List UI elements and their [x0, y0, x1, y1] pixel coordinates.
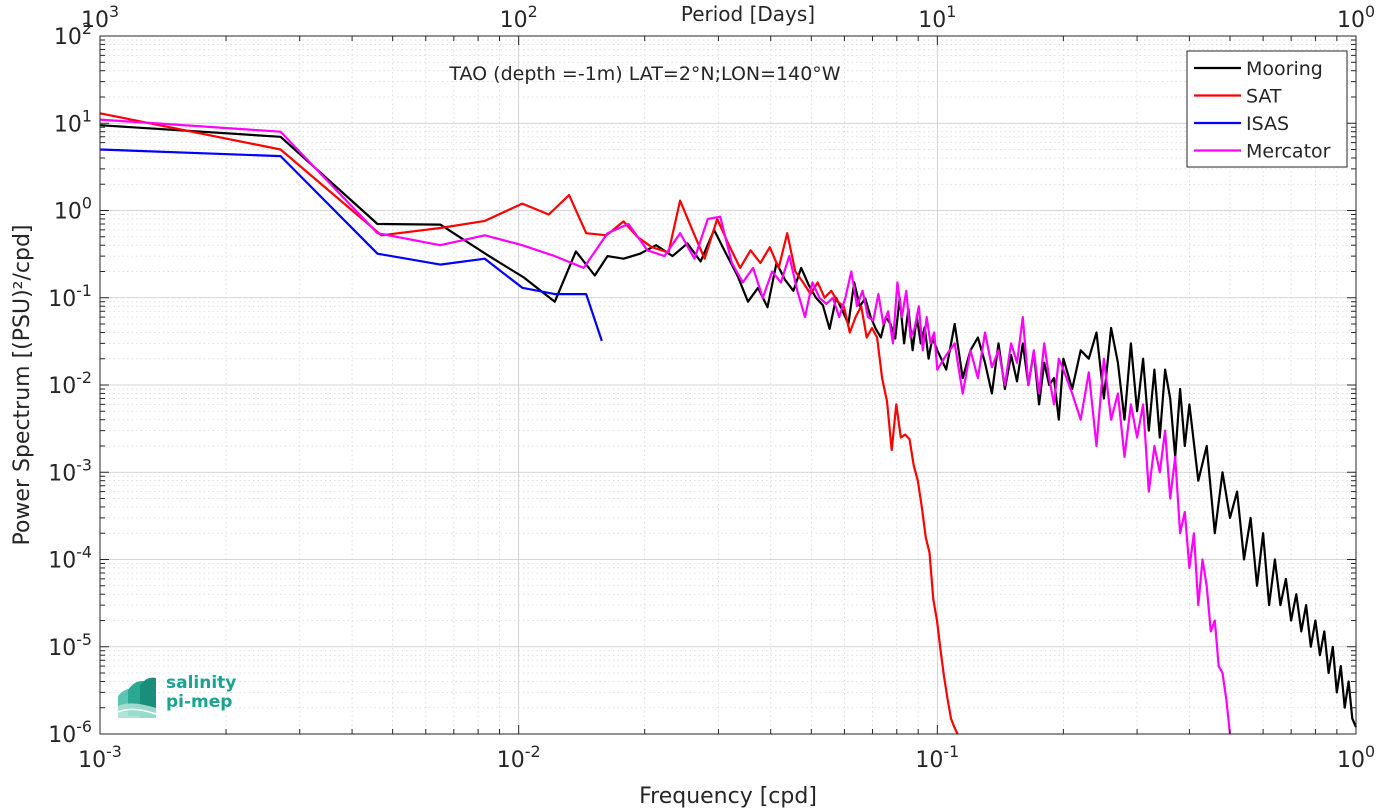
y-tick-label: 101: [54, 106, 92, 137]
top-tick-label: 101: [918, 2, 956, 33]
legend-label-mooring: Mooring: [1246, 58, 1323, 80]
top-tick-label: 100: [1337, 2, 1375, 33]
logo-text: salinity pi-mep: [166, 674, 236, 712]
y-axis-label: Power Spectrum [(PSU)²/cpd]: [10, 224, 35, 545]
legend-label-isas: ISAS: [1246, 113, 1289, 135]
x-tick-label: 100: [1337, 742, 1375, 773]
legend-label-mercator: Mercator: [1246, 141, 1331, 163]
logo-line1: salinity: [166, 673, 237, 693]
series-line-isas: [99, 148, 603, 342]
chart-title: TAO (depth =-1m) LAT=2°N;LON=140°W: [448, 63, 840, 85]
series-layer: [99, 112, 1358, 735]
y-tick-label: 10-4: [48, 543, 92, 574]
x-axis-label: Frequency [cpd]: [639, 784, 817, 809]
legend: Mooring SAT ISAS Mercator: [1186, 50, 1348, 168]
salinity-pi-mep-logo: salinity pi-mep: [116, 672, 256, 722]
series-line-mercator: [99, 118, 1232, 735]
x-tick-label: 10-3: [78, 742, 122, 773]
legend-box: [1186, 50, 1348, 168]
y-tick-label: 10-6: [48, 717, 92, 748]
logo-waves-icon: [117, 677, 157, 718]
top-tick-label: 103: [81, 2, 119, 33]
x-tick-label: 10-2: [497, 742, 541, 773]
y-tick-label: 102: [54, 19, 92, 50]
legend-label-sat: SAT: [1246, 86, 1282, 108]
top-axis-label: Period [Days]: [681, 2, 815, 26]
logo-line2: pi-mep: [166, 692, 233, 712]
y-tick-label: 10-2: [48, 368, 92, 399]
y-tick-label: 10-5: [48, 630, 92, 661]
y-tick-label: 10-3: [48, 455, 92, 486]
top-tick-label: 102: [500, 2, 538, 33]
y-tick-label: 100: [54, 194, 92, 225]
x-tick-label: 10-1: [915, 742, 959, 773]
y-tick-label: 10-1: [48, 281, 92, 312]
ticks-layer: [99, 35, 1357, 735]
series-line-sat: [99, 112, 959, 735]
